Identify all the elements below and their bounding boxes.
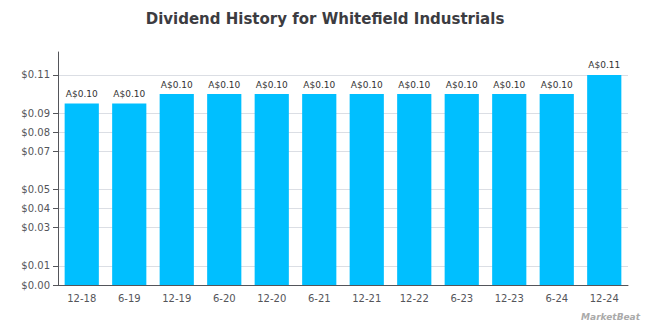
svg-text:A$0.10: A$0.10	[351, 80, 383, 90]
svg-text:Dividend History for Whitefiel: Dividend History for Whitefield Industri…	[146, 10, 505, 28]
svg-text:6-23: 6-23	[450, 293, 473, 304]
svg-text:$0.08: $0.08	[21, 127, 50, 138]
svg-text:$0.00: $0.00	[21, 280, 50, 291]
svg-text:MarketBeat: MarketBeat	[581, 312, 641, 322]
svg-text:12-23: 12-23	[495, 293, 524, 304]
svg-text:$0.09: $0.09	[21, 108, 50, 119]
svg-text:A$0.11: A$0.11	[588, 60, 620, 70]
svg-text:6-24: 6-24	[545, 293, 568, 304]
svg-text:A$0.10: A$0.10	[256, 80, 288, 90]
svg-text:A$0.10: A$0.10	[446, 80, 478, 90]
svg-text:12-19: 12-19	[162, 293, 191, 304]
svg-text:A$0.10: A$0.10	[208, 80, 240, 90]
svg-text:12-21: 12-21	[352, 293, 381, 304]
svg-text:A$0.10: A$0.10	[303, 80, 335, 90]
svg-text:A$0.10: A$0.10	[398, 80, 430, 90]
svg-text:12-24: 12-24	[590, 293, 619, 304]
svg-text:A$0.10: A$0.10	[541, 80, 573, 90]
svg-text:6-20: 6-20	[213, 293, 236, 304]
svg-text:$0.03: $0.03	[21, 222, 50, 233]
svg-text:12-18: 12-18	[67, 293, 96, 304]
svg-text:12-22: 12-22	[400, 293, 429, 304]
svg-text:$0.01: $0.01	[21, 260, 50, 271]
svg-text:A$0.10: A$0.10	[113, 89, 145, 99]
svg-text:$0.05: $0.05	[21, 184, 50, 195]
svg-text:A$0.10: A$0.10	[161, 80, 193, 90]
svg-text:6-19: 6-19	[118, 293, 141, 304]
svg-text:12-20: 12-20	[257, 293, 286, 304]
svg-text:$0.11: $0.11	[21, 69, 50, 80]
svg-text:A$0.10: A$0.10	[493, 80, 525, 90]
svg-text:$0.07: $0.07	[21, 146, 50, 157]
svg-text:$0.04: $0.04	[21, 203, 50, 214]
svg-text:6-21: 6-21	[308, 293, 331, 304]
svg-text:A$0.10: A$0.10	[66, 89, 98, 99]
